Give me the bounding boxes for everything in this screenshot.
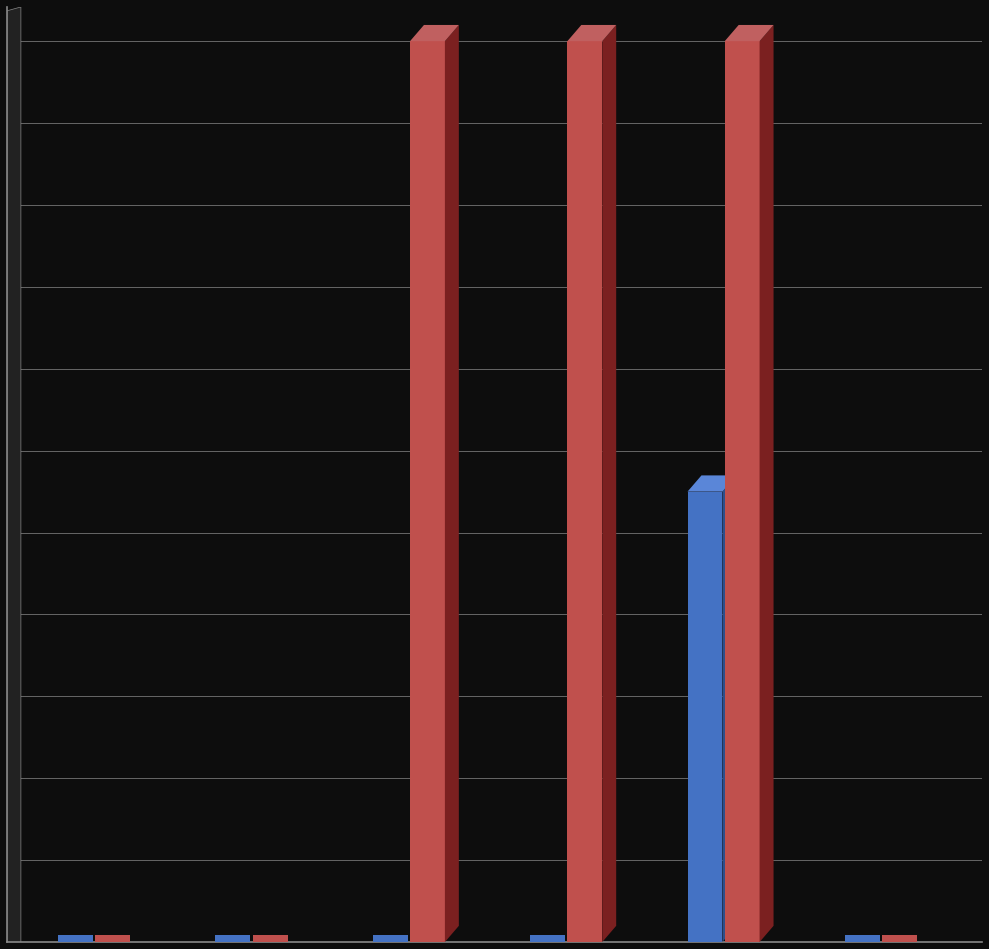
Polygon shape (687, 492, 722, 942)
Polygon shape (725, 25, 773, 41)
Polygon shape (725, 41, 760, 942)
Polygon shape (760, 25, 773, 942)
Polygon shape (58, 935, 93, 942)
Polygon shape (7, 7, 21, 949)
Polygon shape (568, 41, 602, 942)
Polygon shape (530, 935, 565, 942)
Polygon shape (95, 935, 131, 942)
Polygon shape (410, 25, 459, 41)
Polygon shape (845, 935, 880, 942)
Polygon shape (410, 41, 445, 942)
Polygon shape (602, 25, 616, 942)
Polygon shape (252, 935, 288, 942)
Polygon shape (216, 935, 250, 942)
Polygon shape (882, 935, 917, 942)
Polygon shape (373, 935, 407, 942)
Polygon shape (568, 25, 616, 41)
Polygon shape (687, 475, 737, 492)
Polygon shape (722, 475, 737, 942)
Polygon shape (445, 25, 459, 942)
